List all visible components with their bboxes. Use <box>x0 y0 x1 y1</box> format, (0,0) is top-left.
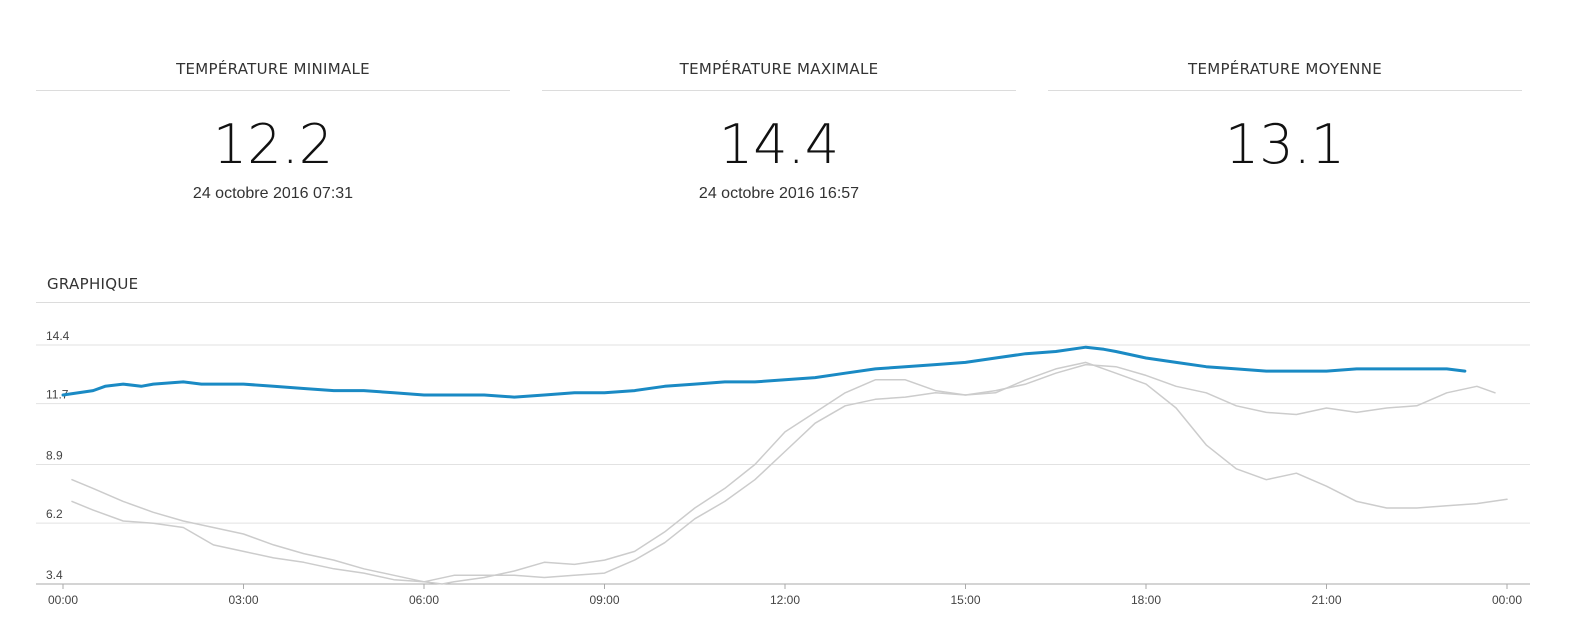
stat-average-temperature: TEMPÉRATURE MOYENNE 13.1 <box>1048 60 1522 177</box>
stat-avg-title: TEMPÉRATURE MOYENNE <box>1048 60 1522 91</box>
series-line-secondary-1 <box>71 361 1508 585</box>
stat-min-value: 12.2 <box>212 113 334 176</box>
stat-min-title: TEMPÉRATURE MINIMALE <box>36 60 510 91</box>
stat-max-temperature: TEMPÉRATURE MAXIMALE 14.4 24 octobre 201… <box>542 60 1016 203</box>
x-tick-label: 15:00 <box>950 593 980 607</box>
x-tick-label: 09:00 <box>589 593 619 607</box>
y-tick-label: 14.4 <box>46 329 70 343</box>
x-tick-label: 06:00 <box>409 593 439 607</box>
series-line-secondary-2 <box>71 363 1496 583</box>
chart-title-divider <box>36 302 1530 303</box>
chart-title: GRAPHIQUE <box>47 275 139 293</box>
stat-avg-value: 13.1 <box>1224 113 1346 176</box>
y-tick-label: 3.4 <box>46 568 63 582</box>
y-tick-label: 11.7 <box>46 388 69 402</box>
x-tick-label: 00:00 <box>1492 593 1522 607</box>
series-line-primary <box>61 345 1467 399</box>
x-tick-label: 18:00 <box>1131 593 1161 607</box>
stat-max-date: 24 octobre 2016 16:57 <box>698 185 860 202</box>
stat-min-date: 24 octobre 2016 07:31 <box>192 185 354 202</box>
x-tick-label: 12:00 <box>770 593 800 607</box>
stat-max-title: TEMPÉRATURE MAXIMALE <box>542 60 1016 91</box>
stat-min-temperature: TEMPÉRATURE MINIMALE 12.2 24 octobre 201… <box>36 60 510 203</box>
stat-max-value: 14.4 <box>718 113 840 176</box>
x-tick-label: 21:00 <box>1311 593 1341 607</box>
y-tick-label: 6.2 <box>46 507 63 521</box>
x-tick-label: 00:00 <box>48 593 78 607</box>
y-tick-label: 8.9 <box>46 449 63 463</box>
x-tick-label: 03:00 <box>228 593 258 607</box>
